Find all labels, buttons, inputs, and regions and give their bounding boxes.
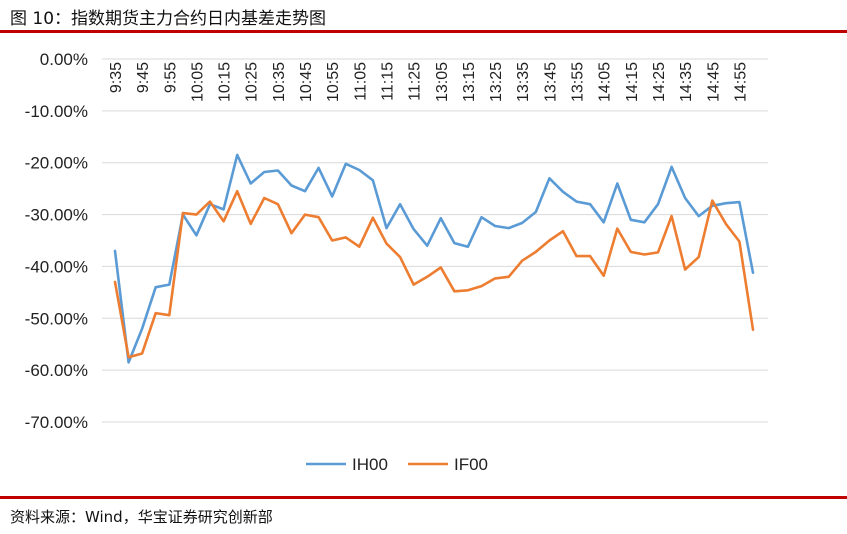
y-tick-label: -70.00% <box>25 413 88 432</box>
x-tick-label: 14:05 <box>597 62 614 102</box>
x-tick-label: 10:05 <box>189 62 206 102</box>
y-tick-label: -20.00% <box>25 154 88 173</box>
y-tick-label: -60.00% <box>25 361 88 380</box>
x-tick-label: 13:35 <box>515 62 532 102</box>
y-axis-ticks: 0.00% -10.00% -20.00% -30.00% -40.00% -50.00%… <box>25 50 88 432</box>
x-tick-label: 13:45 <box>542 62 559 102</box>
x-axis-ticks: 9:35 9:45 9:55 10:05 10:15 10:25 10:35 10:45 10:… <box>108 62 749 102</box>
series-line-if00 <box>113 189 755 359</box>
bottom-rule <box>0 496 847 499</box>
x-tick-label: 10:45 <box>298 62 315 102</box>
x-tick-label: 11:15 <box>379 62 396 101</box>
x-tick-label: 9:35 <box>108 62 125 93</box>
x-tick-label: 14:55 <box>732 62 749 102</box>
x-tick-label: 14:35 <box>678 62 695 102</box>
top-rule <box>0 30 847 33</box>
line-chart: 0.00% -10.00% -20.00% -30.00% -40.00% -50.00%… <box>25 50 768 474</box>
x-tick-label: 10:35 <box>271 62 288 102</box>
figure-title: 图 10：指数期货主力合约日内基差走势图 <box>10 9 327 29</box>
grid-lines <box>102 58 768 423</box>
x-tick-label: 13:05 <box>434 62 451 102</box>
x-tick-label: 9:45 <box>135 62 152 93</box>
legend-label-if00: IF00 <box>454 455 488 474</box>
x-tick-label: 14:15 <box>624 62 641 102</box>
x-tick-label: 13:55 <box>570 62 587 102</box>
y-tick-label: -50.00% <box>25 309 88 328</box>
x-tick-label: 9:55 <box>162 62 179 93</box>
x-tick-label: 13:25 <box>488 62 505 102</box>
y-tick-label: 0.00% <box>40 50 88 69</box>
y-tick-label: -30.00% <box>25 206 88 225</box>
x-tick-label: 13:15 <box>461 62 478 102</box>
x-tick-label: 11:05 <box>352 62 369 101</box>
x-tick-label: 11:25 <box>407 62 424 101</box>
series-lines <box>113 153 755 364</box>
x-tick-label: 10:55 <box>325 62 342 102</box>
y-tick-label: -10.00% <box>25 102 88 121</box>
legend-label-ih00: IH00 <box>352 455 388 474</box>
x-tick-label: 14:45 <box>705 62 722 102</box>
x-tick-label: 14:25 <box>651 62 668 102</box>
y-tick-label: -40.00% <box>25 257 88 276</box>
series-line-ih00 <box>113 153 755 364</box>
x-tick-label: 10:25 <box>244 62 261 102</box>
x-tick-label: 10:15 <box>217 62 234 102</box>
legend: IH00 IF00 <box>306 455 488 474</box>
source-note: 资料来源：Wind，华宝证券研究创新部 <box>10 508 273 526</box>
